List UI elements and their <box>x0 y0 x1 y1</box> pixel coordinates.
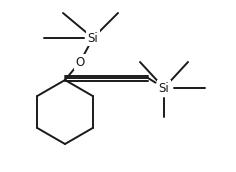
Text: Si: Si <box>88 31 98 45</box>
Text: Si: Si <box>159 82 169 94</box>
Text: O: O <box>75 56 85 68</box>
